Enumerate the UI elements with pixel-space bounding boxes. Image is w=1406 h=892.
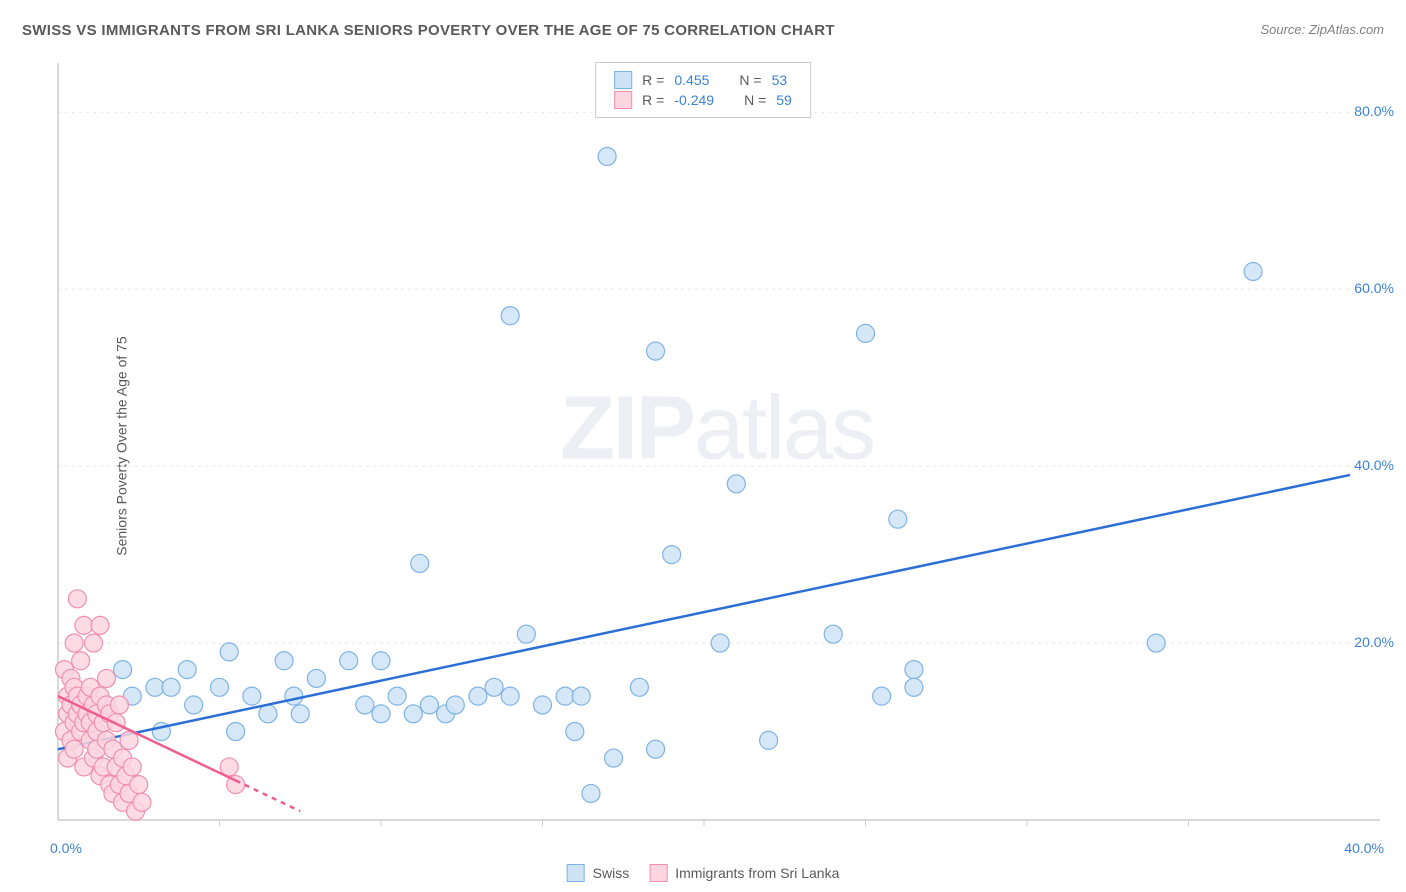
- source-credit: Source: ZipAtlas.com: [1260, 22, 1384, 37]
- legend-row-srilanka: R = -0.249 N = 59: [614, 91, 792, 109]
- x-tick-right: 40.0%: [1344, 840, 1384, 856]
- y-tick-label: 60.0%: [1354, 280, 1394, 296]
- y-tick-label: 20.0%: [1354, 634, 1394, 650]
- legend-correlation: R = 0.455 N = 53 R = -0.249 N = 59: [595, 62, 811, 118]
- n-label: N =: [739, 72, 761, 88]
- x-tick-left: 0.0%: [50, 840, 82, 856]
- swiss-swatch-2: [567, 864, 585, 882]
- y-tick-label: 80.0%: [1354, 103, 1394, 119]
- swiss-swatch: [614, 71, 632, 89]
- chart-svg: [50, 60, 1384, 828]
- legend-item-srilanka: Immigrants from Sri Lanka: [649, 864, 839, 882]
- srilanka-label: Immigrants from Sri Lanka: [675, 865, 839, 881]
- swiss-n-value: 53: [772, 72, 788, 88]
- r-label: R =: [642, 72, 664, 88]
- srilanka-r-value: -0.249: [674, 92, 714, 108]
- srilanka-swatch-2: [649, 864, 667, 882]
- legend-series: Swiss Immigrants from Sri Lanka: [567, 864, 840, 882]
- r-label-2: R =: [642, 92, 664, 108]
- swiss-r-value: 0.455: [674, 72, 709, 88]
- plot-area: ZIPatlas: [50, 60, 1384, 828]
- swiss-label: Swiss: [593, 865, 630, 881]
- chart-title: SWISS VS IMMIGRANTS FROM SRI LANKA SENIO…: [22, 22, 835, 39]
- legend-row-swiss: R = 0.455 N = 53: [614, 71, 792, 89]
- srilanka-n-value: 59: [776, 92, 792, 108]
- srilanka-swatch: [614, 91, 632, 109]
- n-label-2: N =: [744, 92, 766, 108]
- y-tick-label: 40.0%: [1354, 457, 1394, 473]
- legend-item-swiss: Swiss: [567, 864, 630, 882]
